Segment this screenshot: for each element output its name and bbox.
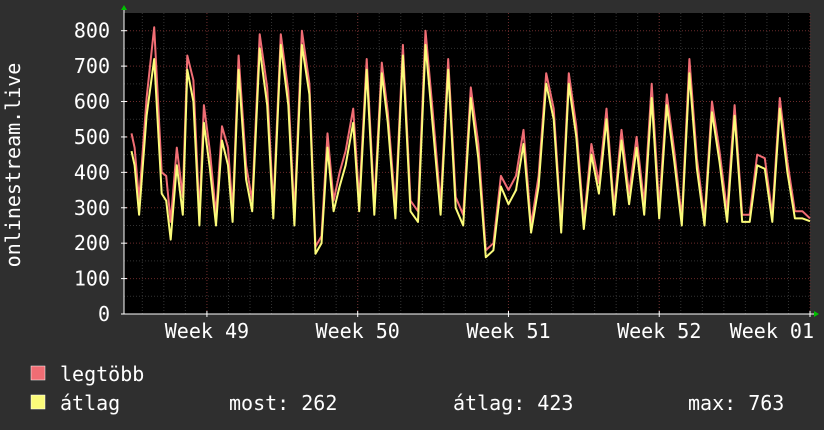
y-tick-label: 200 — [74, 231, 110, 255]
x-tick-label: Week 50 — [316, 319, 400, 343]
legend-swatch-avg — [30, 394, 46, 410]
stat-average: átlag: 423 — [453, 391, 573, 415]
stat-max: max: 763 — [688, 391, 784, 415]
series-line-avg — [130, 43, 811, 259]
legend-item-max: legtöbb — [30, 362, 144, 386]
y-tick-label: 100 — [74, 267, 110, 291]
y-tick-labels: 0 100 200 300 400 500 600 700 800 — [74, 19, 110, 326]
stat-current: most: 262 — [229, 391, 337, 415]
y-tick-label: 700 — [74, 54, 110, 78]
x-tick-label: Week 51 — [466, 319, 550, 343]
y-axis-arrow — [121, 5, 127, 10]
legend-item-avg: átlag — [30, 391, 120, 415]
axes — [121, 5, 819, 317]
legend: legtöbb átlag most: 262 átlag: 423 max: … — [30, 362, 784, 415]
series-lines — [130, 26, 811, 259]
legend-swatch-max — [30, 365, 46, 381]
y-tick-label: 300 — [74, 196, 110, 220]
legend-label-max: legtöbb — [60, 362, 144, 386]
x-axis-arrow — [814, 311, 819, 317]
y-tick-label: 400 — [74, 160, 110, 184]
y-tick-label: 600 — [74, 90, 110, 114]
y-axis-label: onlinestream.live — [1, 63, 25, 268]
x-tick-label: Week 49 — [165, 319, 249, 343]
y-tick-label: 0 — [98, 302, 110, 326]
x-tick-label: Week 52 — [617, 319, 701, 343]
y-tick-label: 800 — [74, 19, 110, 43]
y-tick-label: 500 — [74, 125, 110, 149]
legend-label-avg: átlag — [60, 391, 120, 415]
x-tick-label: Week 01 — [730, 319, 814, 343]
x-tick-labels: Week 49 Week 50 Week 51 Week 52 Week 01 — [165, 319, 814, 343]
